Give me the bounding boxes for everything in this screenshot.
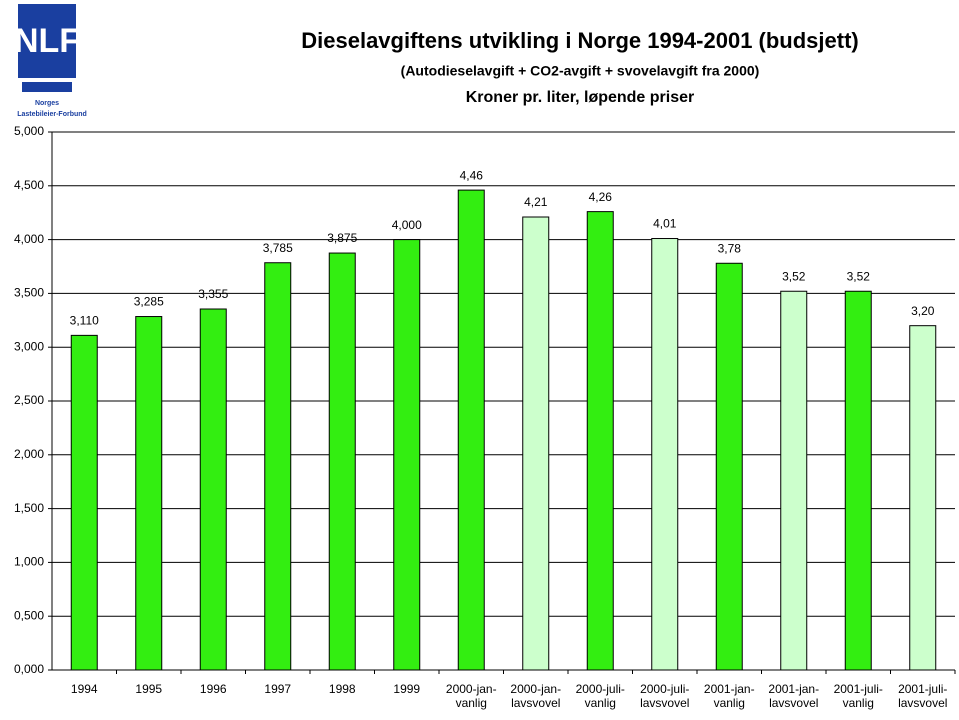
x-tick-label: 2001-jan- vanlig [703, 682, 755, 710]
logo-bar [22, 82, 72, 92]
bar [715, 262, 743, 671]
data-label: 3,285 [134, 295, 164, 309]
logo-line: Lastebileier-Forbund [17, 111, 87, 118]
x-tick-label: 1994 [70, 682, 98, 696]
y-tick-label: 0,000 [14, 662, 44, 676]
x-tick-label: 2000-jan- vanlig [445, 682, 497, 710]
logo-box [18, 4, 76, 78]
data-label: 3,52 [847, 269, 871, 283]
x-tick-label: 1997 [264, 682, 292, 696]
bar [909, 325, 937, 671]
bar [586, 211, 614, 671]
y-tick-label: 2,500 [14, 393, 44, 407]
data-label: 4,000 [392, 218, 422, 232]
x-tick-label: 1996 [199, 682, 227, 696]
bar [844, 290, 872, 671]
y-tick-label: 3,000 [14, 339, 44, 353]
bar [70, 334, 98, 671]
x-tick-label: 1998 [328, 682, 356, 696]
data-label: 3,78 [718, 241, 742, 255]
bar [135, 316, 163, 671]
data-label: 4,21 [524, 195, 548, 209]
y-tick-label: 1,000 [14, 555, 44, 569]
bar [780, 290, 808, 671]
x-tick-label: 2001-juli- lavsvovel [898, 682, 948, 710]
chart-subtitle: (Autodieselavgift + CO2-avgift + svovela… [401, 63, 760, 79]
y-tick-label: 3,500 [14, 286, 44, 300]
logo-text: NLF [14, 22, 80, 60]
unit-label: Kroner pr. liter, løpende priser [466, 89, 695, 106]
data-label: 3,875 [327, 231, 357, 245]
data-label: 3,355 [198, 287, 228, 301]
bar [328, 252, 356, 671]
x-tick-label: 2000-juli- vanlig [575, 682, 625, 710]
data-label: 3,785 [263, 241, 293, 255]
x-tick-label: 1995 [135, 682, 163, 696]
bar [522, 216, 550, 671]
bar [457, 189, 485, 671]
data-label: 4,26 [589, 190, 613, 204]
data-label: 3,110 [70, 314, 99, 328]
x-tick-label: 2000-juli- lavsvovel [640, 682, 690, 710]
bar [264, 262, 292, 671]
y-tick-label: 2,000 [14, 447, 44, 461]
bar [199, 308, 227, 671]
x-tick-label: 2000-jan- lavsvovel [510, 682, 562, 710]
data-label: 3,52 [782, 269, 806, 283]
y-tick-label: 1,500 [14, 501, 44, 515]
chart-title: Dieselavgiftens utvikling i Norge 1994-2… [301, 28, 859, 53]
y-tick-label: 4,500 [14, 178, 44, 192]
bar [651, 238, 679, 671]
bar [393, 239, 421, 671]
y-tick-label: 0,500 [14, 608, 44, 622]
x-tick-label: 2001-jan- lavsvovel [768, 682, 820, 710]
x-tick-label: 2001-juli- vanlig [833, 682, 883, 710]
y-tick-label: 5,000 [14, 124, 44, 138]
x-tick-label: 1999 [393, 682, 421, 696]
data-label: 4,01 [653, 217, 677, 231]
data-label: 4,46 [460, 168, 484, 182]
y-tick-label: 4,000 [14, 232, 44, 246]
data-label: 3,20 [911, 304, 935, 318]
logo-line: Norges [35, 100, 59, 107]
